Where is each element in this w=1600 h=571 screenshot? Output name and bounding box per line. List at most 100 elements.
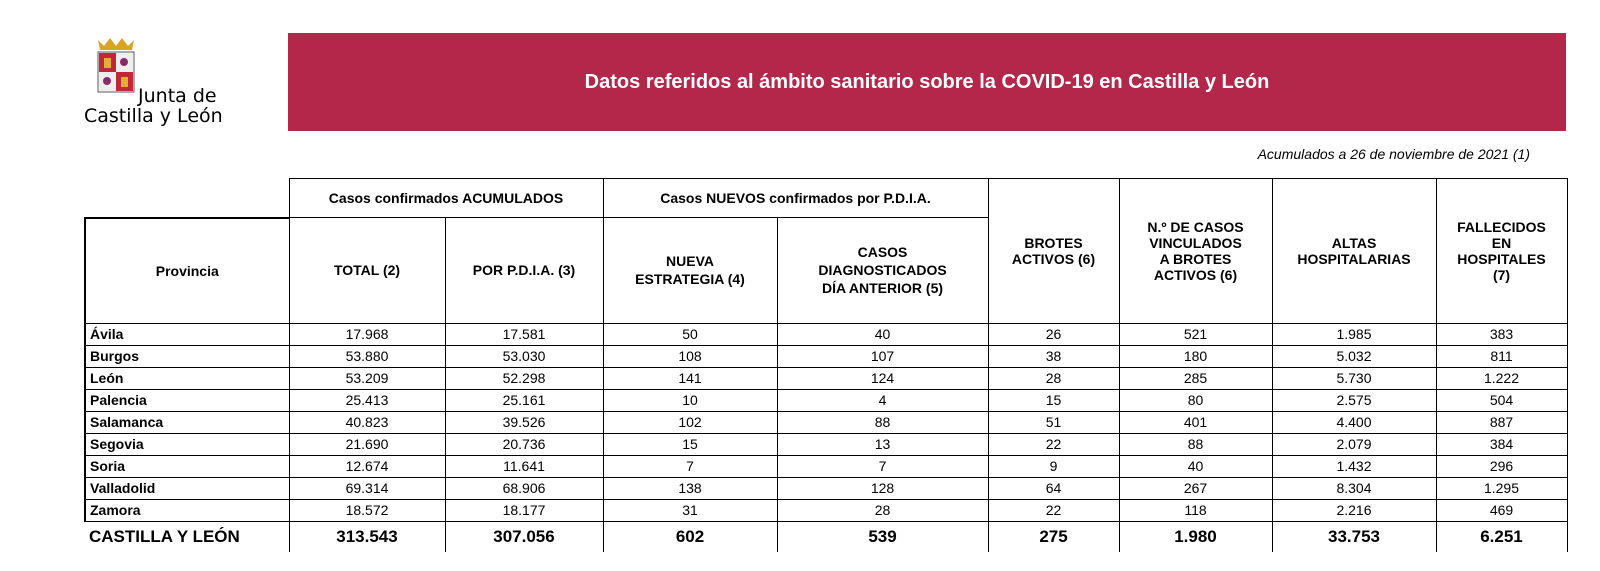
- cell-value: 20.736: [444, 432, 604, 456]
- banner: Datos referidos al ámbito sanitario sobr…: [288, 33, 1566, 131]
- group-header: Casos confirmados ACUMULADOS: [288, 178, 604, 218]
- hdr-row: Provincia TOTAL (2) POR P.D.I.A. (3) NUEVA …: [84, 216, 1567, 324]
- cell-value: 17.968: [288, 322, 446, 346]
- cell-value: 38: [987, 344, 1120, 368]
- cell-value: 4.400: [1271, 410, 1437, 434]
- cell-value: 51: [987, 410, 1120, 434]
- logo-graphic: Junta de Castilla y León: [84, 38, 223, 127]
- cell-value: 124: [776, 366, 989, 390]
- cell-value: 15: [602, 432, 778, 456]
- total-value: 1.980: [1118, 520, 1273, 552]
- total-value: 539: [776, 520, 989, 552]
- cell-value: 4: [776, 388, 989, 412]
- logo-text: Junta de: [137, 85, 217, 107]
- cell-value: 9: [987, 454, 1120, 478]
- cell-value: 2.575: [1271, 388, 1437, 412]
- total-value: 602: [602, 520, 778, 552]
- note: Acumulados a 26 de noviembre de 2021 (1): [1257, 146, 1530, 162]
- province-name: Ávila: [84, 322, 290, 346]
- cell-value: 88: [1118, 432, 1273, 456]
- cell-value: 22: [987, 498, 1120, 522]
- row-row: Segovia 21.690 20.736 15 13 22 88 2.079 384: [84, 432, 1568, 456]
- cell-value: 64: [987, 476, 1120, 500]
- cell-value: 887: [1435, 410, 1568, 434]
- total-value: 313.543: [288, 520, 446, 552]
- logo-text: Castilla y León: [84, 105, 223, 127]
- tot-row: CASTILLA Y LEÓN 313.543 307.056 602 539 275 1.…: [85, 520, 1568, 552]
- cell-value: 40: [776, 322, 989, 346]
- cell-value: 7: [602, 454, 778, 478]
- cell-value: 2.216: [1271, 498, 1437, 522]
- total-label: CASTILLA Y LEÓN: [85, 520, 290, 552]
- cell-value: 88: [776, 410, 989, 434]
- province-name: Zamora: [84, 498, 290, 522]
- cell-value: 384: [1435, 432, 1568, 456]
- cell-value: 7: [776, 454, 989, 478]
- cell-value: 1.985: [1271, 322, 1437, 346]
- cell-value: 267: [1118, 476, 1273, 500]
- cell-value: 469: [1435, 498, 1568, 522]
- cell-value: 401: [1118, 410, 1273, 434]
- logo: Junta de Castilla y León: [84, 36, 244, 133]
- cell-value: 107: [776, 344, 989, 368]
- row-row: Salamanca 40.823 39.526 102 88 51 401 4.400 887: [84, 410, 1568, 434]
- column-header: CASOS DIAGNOSTICADOS DÍA ANTERIOR (5): [776, 217, 989, 324]
- cell-value: 13: [776, 432, 989, 456]
- total-value: 275: [987, 520, 1120, 552]
- group-header: Casos NUEVOS confirmados por P.D.I.A.: [602, 178, 989, 218]
- corner-cell: [85, 179, 289, 218]
- cell-value: 31: [602, 498, 778, 522]
- cell-value: 68.906: [444, 476, 604, 500]
- cell-value: 1.295: [1435, 476, 1568, 500]
- cell-value: 28: [776, 498, 989, 522]
- cell-value: 18.572: [288, 498, 446, 522]
- cell-value: 15: [987, 388, 1120, 412]
- title: Datos referidos al ámbito sanitario sobr…: [584, 70, 1270, 93]
- cell-value: 18.177: [444, 498, 604, 522]
- cell-value: 285: [1118, 366, 1273, 390]
- cell-value: 141: [602, 366, 778, 390]
- row-row: Zamora 18.572 18.177 31 28 22 118 2.216 469: [84, 498, 1568, 522]
- cell-value: 1.222: [1435, 366, 1568, 390]
- cell-value: 108: [602, 344, 778, 368]
- province-name: Burgos: [84, 344, 290, 368]
- cell-value: 25.161: [444, 388, 604, 412]
- row-row: Valladolid 69.314 68.906 138 128 64 267 8.304 1.…: [84, 476, 1568, 500]
- province-name: León: [84, 366, 290, 390]
- cell-value: 128: [776, 476, 989, 500]
- cell-value: 53.030: [444, 344, 604, 368]
- cell-value: 102: [602, 410, 778, 434]
- cell-value: 17.581: [444, 322, 604, 346]
- row-row: Soria 12.674 11.641 7 7 9 40 1.432 296: [84, 454, 1568, 478]
- cell-value: 10: [602, 388, 778, 412]
- total-value: 33.753: [1271, 520, 1437, 552]
- cell-value: 1.432: [1271, 454, 1437, 478]
- cell-value: 39.526: [444, 410, 604, 434]
- cell-value: 11.641: [444, 454, 604, 478]
- row-row: Burgos 53.880 53.030 108 107 38 180 5.032 811: [84, 344, 1568, 368]
- cell-value: 5.032: [1271, 344, 1437, 368]
- total-value: 6.251: [1435, 520, 1568, 552]
- cell-value: 40.823: [288, 410, 446, 434]
- row-row: Palencia 25.413 25.161 10 4 15 80 2.575 504: [84, 388, 1568, 412]
- cell-value: 26: [987, 322, 1120, 346]
- column-header: POR P.D.I.A. (3): [444, 217, 604, 324]
- data-table: Casos confirmados ACUMULADOS Casos NUEVOS…: [84, 178, 1568, 552]
- cell-value: 504: [1435, 388, 1568, 412]
- cell-value: 22: [987, 432, 1120, 456]
- cell-value: 50: [602, 322, 778, 346]
- cell-value: 521: [1118, 322, 1273, 346]
- cell-value: 80: [1118, 388, 1273, 412]
- column-header: N.º DE CASOS VINCULADOS A BROTES ACTIVOS…: [1118, 178, 1273, 324]
- row-row: León 53.209 52.298 141 124 28 285 5.730 1.222: [84, 366, 1568, 390]
- grp-row: Casos confirmados ACUMULADOS Casos NUEVOS…: [85, 178, 1568, 324]
- cell-value: 28: [987, 366, 1120, 390]
- cell-value: 53.880: [288, 344, 446, 368]
- cell-value: 53.209: [288, 366, 446, 390]
- cell-value: 25.413: [288, 388, 446, 412]
- column-header: NUEVA ESTRATEGIA (4): [602, 217, 778, 324]
- province-name: Segovia: [84, 432, 290, 456]
- cell-value: 138: [602, 476, 778, 500]
- cell-value: 40: [1118, 454, 1273, 478]
- cell-value: 21.690: [288, 432, 446, 456]
